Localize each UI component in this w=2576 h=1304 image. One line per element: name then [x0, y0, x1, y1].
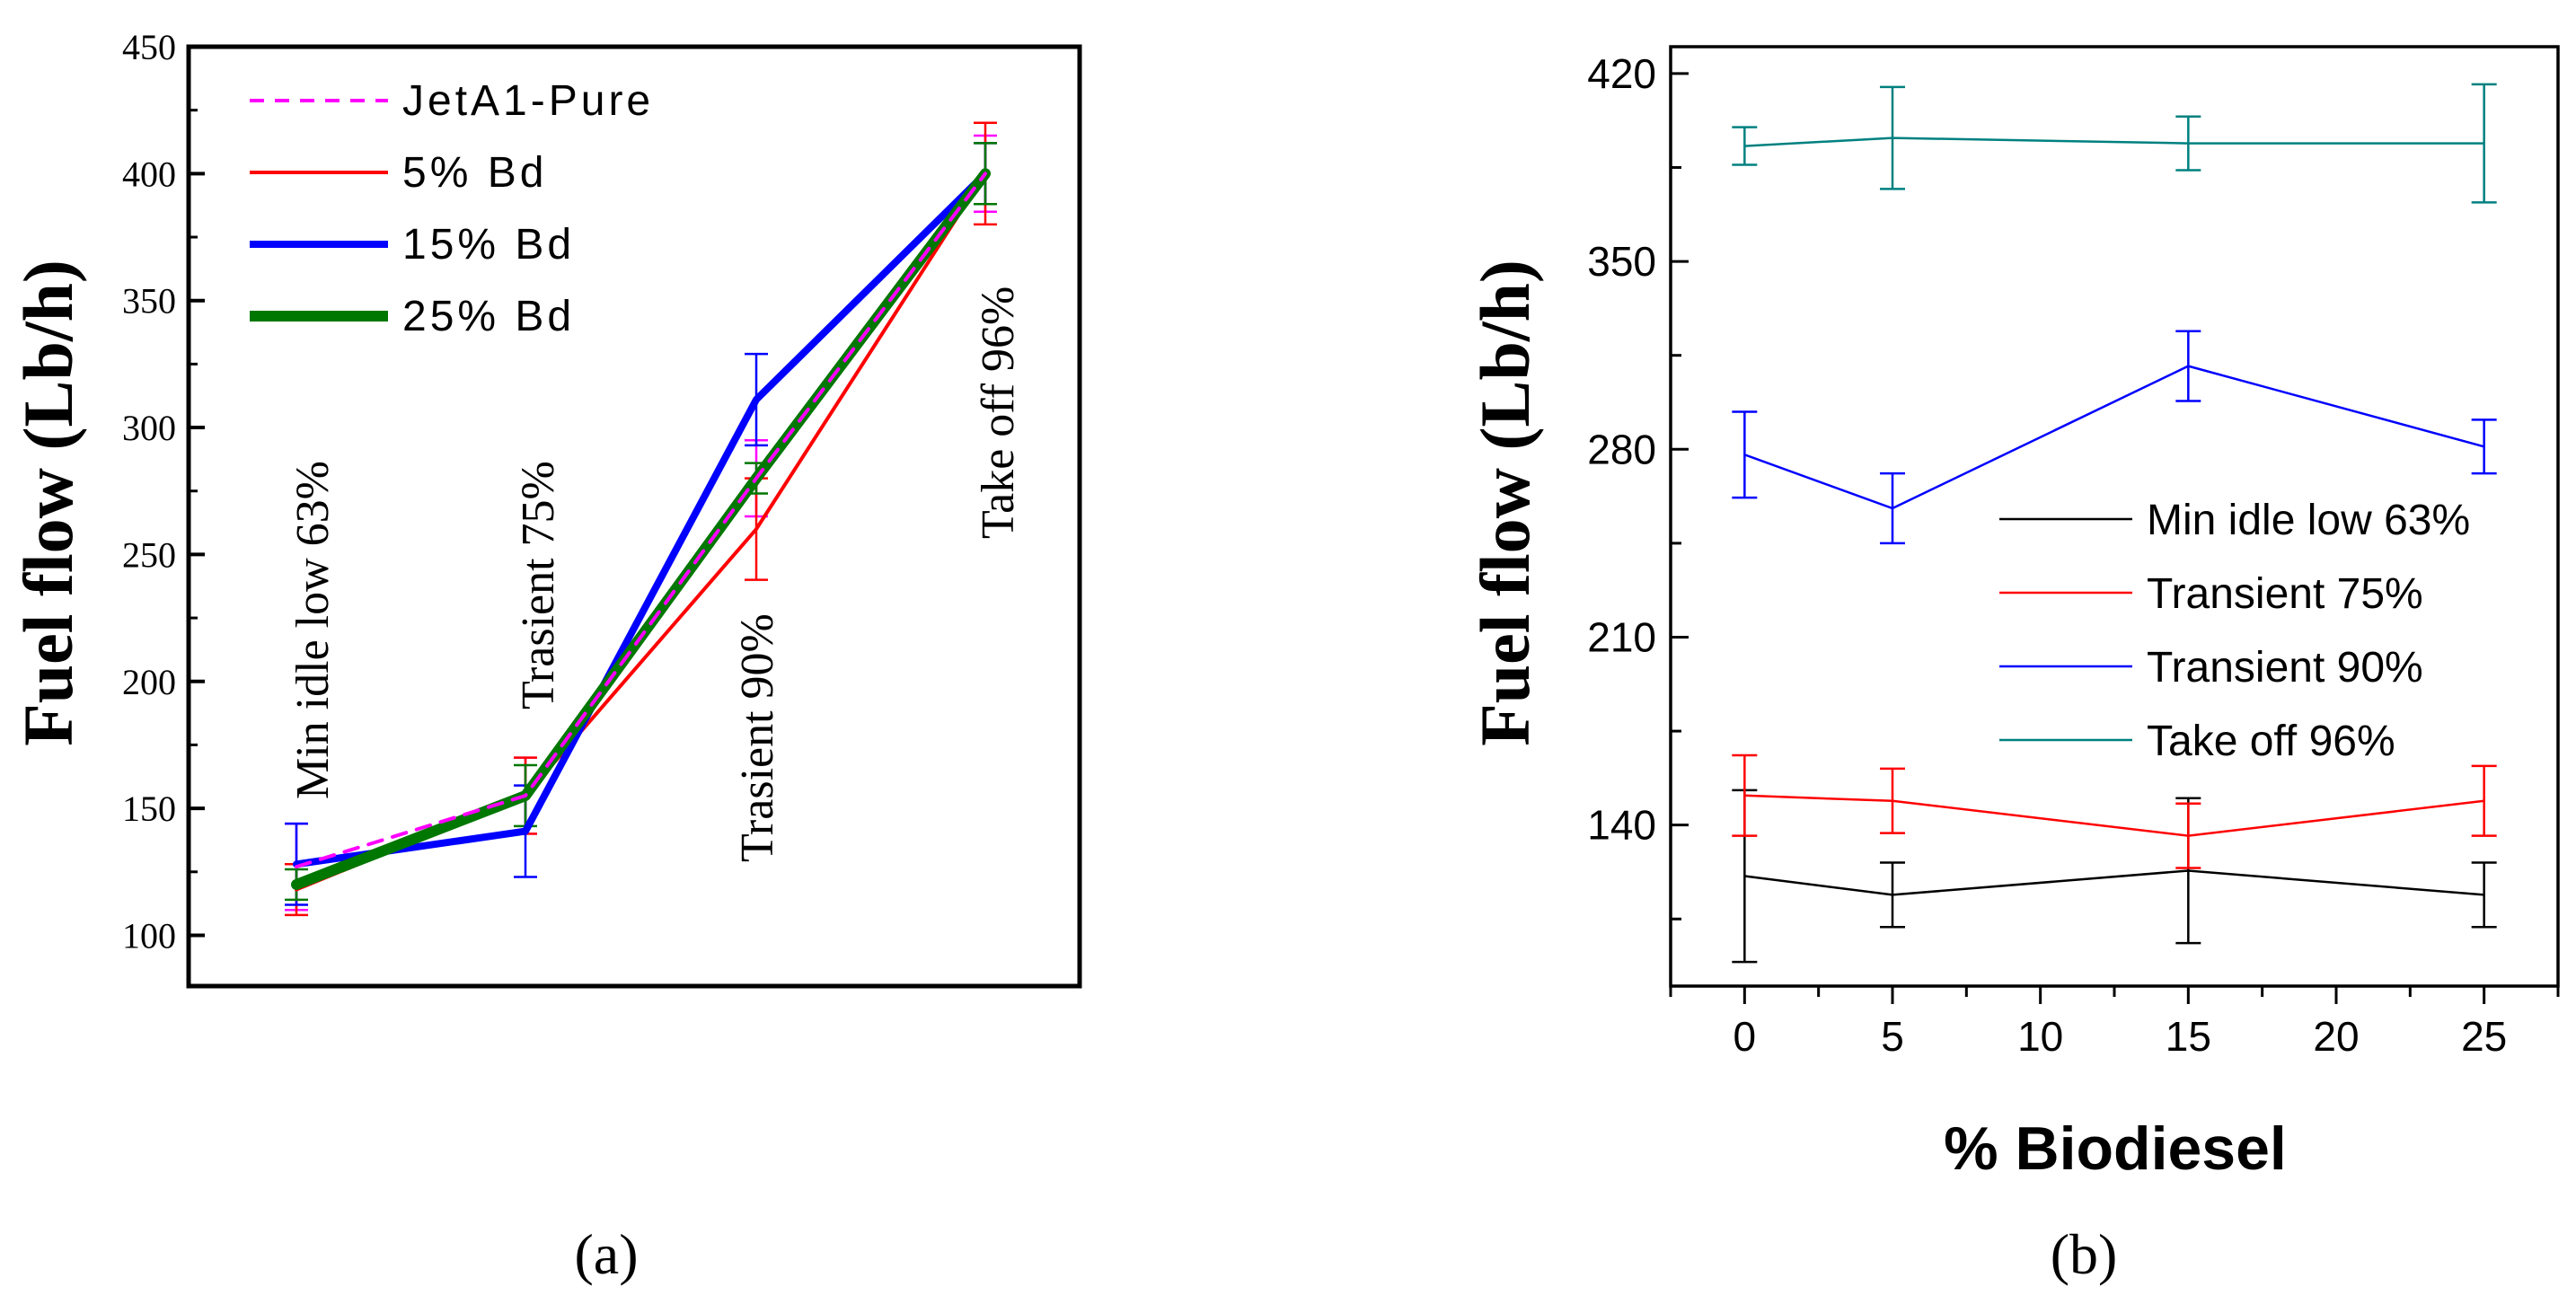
b-y-tick-label-140: 140: [1587, 802, 1656, 849]
a-y-tick-label-200: 200: [122, 662, 176, 702]
a-series-line-15pct-bd: [293, 170, 989, 868]
chart-b-legend: Min idle low 63% Transient 75% Transient 9…: [1999, 497, 2470, 765]
b-x-tick-label-0: 0: [1734, 1013, 1757, 1060]
a-y-tick-label-250: 250: [122, 534, 176, 575]
b-series-line-transient-75pct: [1744, 794, 2484, 837]
b-y-tick-label-210: 210: [1587, 613, 1656, 660]
b-x-tick-label-10: 10: [2017, 1013, 2063, 1060]
a-legend-label-15pct-bd: 15% Bd: [402, 221, 575, 269]
b-y-tick-label-420: 420: [1587, 50, 1656, 97]
b-x-tick-label-5: 5: [1881, 1013, 1904, 1060]
chart-a-error-bars: [285, 121, 997, 917]
chart-a-category-labels: Min idle low 63% Trasient 75% Trasient 90%…: [287, 286, 1024, 862]
chart-b-y-axis-label: Fuel flow (Lb/h): [1466, 260, 1544, 746]
chart-b-series-lines: [1743, 137, 2484, 896]
a-legend-label-5pct-bd: 5% Bd: [402, 149, 547, 197]
chart-a-frame: [186, 44, 1082, 989]
b-legend-label-transient-75pct: Transient 75%: [2147, 570, 2423, 618]
b-series-line-transient-90pct: [1743, 365, 2484, 510]
b-x-tick-label-15: 15: [2166, 1013, 2211, 1060]
chart-b-x-axis-label: % Biodiesel: [1944, 1115, 2287, 1183]
b-legend-label-take-off-96pct: Take off 96%: [2147, 718, 2395, 765]
a-y-tick-label-400: 400: [122, 154, 176, 194]
a-y-tick-label-150: 150: [122, 789, 176, 829]
chart-a-y-axis-label: Fuel flow (Lb/h): [9, 260, 87, 746]
a-series-line-5pct-bd: [295, 172, 987, 892]
b-legend-label-min-idle-low-63pct: Min idle low 63%: [2147, 497, 2470, 544]
b-y-tick-label-280: 280: [1587, 426, 1656, 472]
b-x-tick-label-25: 25: [2461, 1013, 2507, 1060]
a-legend-label-25pct-bd: 25% Bd: [402, 293, 575, 340]
a-legend-label-jeta1-pure: JetA1-Pure: [402, 77, 654, 125]
b-x-tick-label-20: 20: [2313, 1013, 2359, 1060]
chart-a-y-axis: 100 150 200 250 300 350 400 450: [122, 27, 205, 956]
a-category-label-1: Trasient 75%: [513, 461, 564, 709]
a-category-label-3: Take off 96%: [973, 286, 1024, 539]
a-category-label-0: Min idle low 63%: [287, 461, 339, 799]
a-y-tick-label-300: 300: [122, 408, 176, 448]
a-y-tick-label-450: 450: [122, 27, 176, 67]
b-series-line-min-idle-low-63pct: [1744, 869, 2484, 896]
b-series-line-take-off-96pct: [1744, 137, 2484, 147]
a-y-tick-label-350: 350: [122, 281, 176, 322]
chart-a-legend: JetA1-Pure 5% Bd 15% Bd 25% Bd: [250, 77, 654, 340]
chart-a: 100 150 200 250 300 350 400 450 Min idle low 63…: [9, 27, 1082, 989]
b-legend-label-transient-90pct: Transient 90%: [2147, 644, 2423, 692]
a-category-label-2: Trasient 90%: [732, 613, 783, 862]
chart-b: 140 210 280 350 420 0 5 10 15 20 25 Min idle low 6…: [1466, 45, 2560, 1183]
panel-a-label: (a): [574, 1222, 638, 1286]
panel-b-label: (b): [2051, 1222, 2118, 1286]
b-y-tick-label-350: 350: [1587, 238, 1656, 285]
chart-a-series-lines: [291, 168, 991, 892]
a-series-line-jeta1-pure: [295, 172, 987, 869]
a-y-tick-label-100: 100: [122, 915, 176, 956]
chart-b-axes: 140 210 280 350 420 0 5 10 15 20 25: [1587, 50, 2560, 1060]
